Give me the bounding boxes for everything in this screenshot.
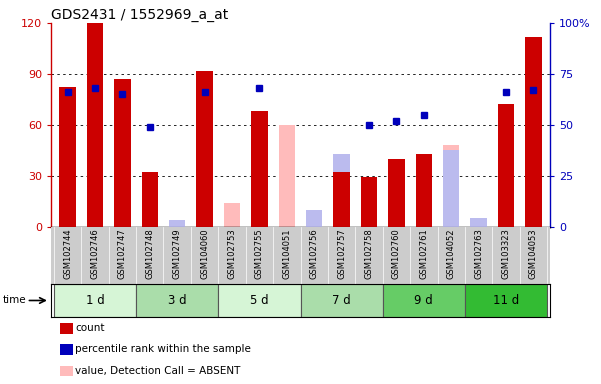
Text: 5 d: 5 d (250, 294, 269, 307)
Text: 11 d: 11 d (493, 294, 519, 307)
Bar (306, 217, 322, 227)
Text: 1 d: 1 d (85, 294, 105, 307)
Bar (443, 150, 460, 227)
Text: GSM102755: GSM102755 (255, 228, 264, 279)
Text: GSM103323: GSM103323 (502, 228, 511, 279)
Bar (54, 284, 136, 317)
Bar (114, 79, 130, 227)
Text: GSM104060: GSM104060 (200, 228, 209, 279)
Bar (383, 284, 465, 317)
Text: count: count (75, 323, 105, 333)
Bar (59, 88, 76, 227)
Text: percentile rank within the sample: percentile rank within the sample (75, 344, 251, 354)
Text: GSM102756: GSM102756 (310, 228, 319, 279)
Text: GSM102744: GSM102744 (63, 228, 72, 279)
Bar (279, 125, 295, 227)
Bar (334, 154, 350, 227)
Bar (224, 203, 240, 227)
Text: GSM104051: GSM104051 (282, 228, 291, 279)
Text: 9 d: 9 d (415, 294, 433, 307)
Text: GSM104053: GSM104053 (529, 228, 538, 279)
Bar (87, 23, 103, 227)
Text: 7 d: 7 d (332, 294, 351, 307)
Bar (361, 177, 377, 227)
Text: GSM102760: GSM102760 (392, 228, 401, 279)
Bar (498, 104, 514, 227)
Bar (388, 159, 404, 227)
Bar (416, 154, 432, 227)
Text: GSM102761: GSM102761 (419, 228, 429, 279)
Bar (141, 172, 158, 227)
Bar (471, 218, 487, 227)
Text: GSM102746: GSM102746 (90, 228, 99, 279)
Bar (525, 36, 542, 227)
Bar (169, 220, 185, 227)
Bar (136, 284, 218, 317)
Text: GSM102758: GSM102758 (365, 228, 373, 279)
Bar (443, 145, 460, 227)
Text: GSM102763: GSM102763 (474, 228, 483, 279)
Text: GDS2431 / 1552969_a_at: GDS2431 / 1552969_a_at (51, 8, 228, 22)
Text: GSM104052: GSM104052 (447, 228, 456, 279)
Text: GSM102749: GSM102749 (172, 228, 182, 279)
Bar (251, 111, 267, 227)
Bar (334, 172, 350, 227)
Text: GSM102747: GSM102747 (118, 228, 127, 279)
Text: GSM102757: GSM102757 (337, 228, 346, 279)
Bar (471, 218, 487, 227)
Bar (334, 172, 350, 227)
Bar (300, 284, 383, 317)
Text: value, Detection Call = ABSENT: value, Detection Call = ABSENT (75, 366, 240, 376)
Text: 3 d: 3 d (168, 294, 186, 307)
Bar (197, 71, 213, 227)
Text: GSM102753: GSM102753 (228, 228, 236, 279)
Bar (465, 284, 547, 317)
Text: GSM102748: GSM102748 (145, 228, 154, 279)
Text: time: time (3, 295, 26, 306)
Bar (218, 284, 300, 317)
Bar (306, 210, 322, 227)
